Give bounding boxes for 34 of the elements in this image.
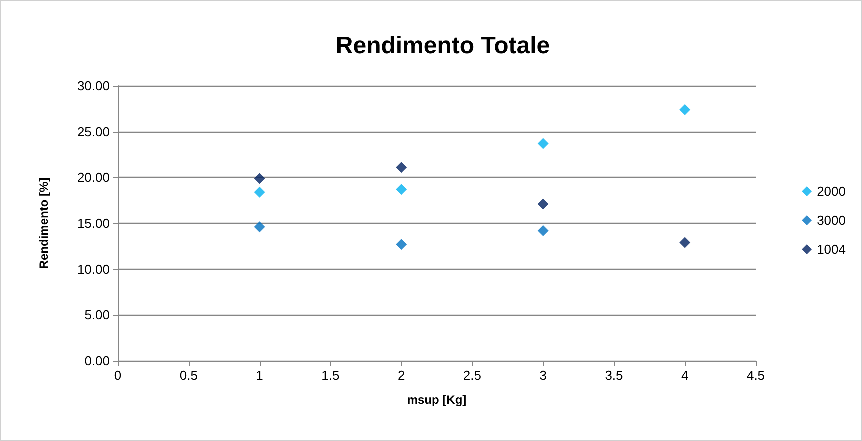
point xyxy=(254,173,266,184)
chart-title: Rendimento Totale xyxy=(336,32,550,60)
legend-label: 3000 xyxy=(817,213,846,228)
y-tick-label: 25.00 xyxy=(77,124,110,140)
x-tick-label: 1 xyxy=(256,368,264,383)
x-tick-label: 1.5 xyxy=(322,368,340,383)
y-tick-label: 20.00 xyxy=(77,170,110,186)
y-axis-title: Rendimento [%] xyxy=(37,178,51,270)
x-tick-label: 2 xyxy=(398,368,406,383)
x-tick-label: 4 xyxy=(681,368,689,383)
point xyxy=(396,239,408,250)
y-tick-label: 10.00 xyxy=(77,262,110,277)
y-tick-label: 30.00 xyxy=(77,78,110,94)
x-tick-label: 0.5 xyxy=(180,368,198,383)
point xyxy=(538,138,549,150)
x-tick-label: 3 xyxy=(540,368,547,383)
x-tick-label: 0 xyxy=(114,368,122,383)
point xyxy=(254,222,266,233)
y-tick-label: 0.00 xyxy=(84,354,110,368)
x-tick-label: 4.5 xyxy=(746,368,766,383)
y-tick-label: 15.00 xyxy=(77,216,110,231)
point xyxy=(396,184,408,196)
point xyxy=(538,225,549,236)
point xyxy=(254,186,266,198)
point xyxy=(538,198,549,210)
legend-label: 2000 xyxy=(817,184,846,199)
x-tick-label: 3.5 xyxy=(605,368,624,383)
point xyxy=(396,162,408,174)
y-tick-label: 5.00 xyxy=(84,308,110,323)
point xyxy=(680,104,691,116)
point xyxy=(680,237,691,248)
legend-label: 1004 xyxy=(817,242,846,257)
x-tick-label: 2.5 xyxy=(463,368,482,383)
x-axis-title: msup [Kg] xyxy=(407,393,467,407)
